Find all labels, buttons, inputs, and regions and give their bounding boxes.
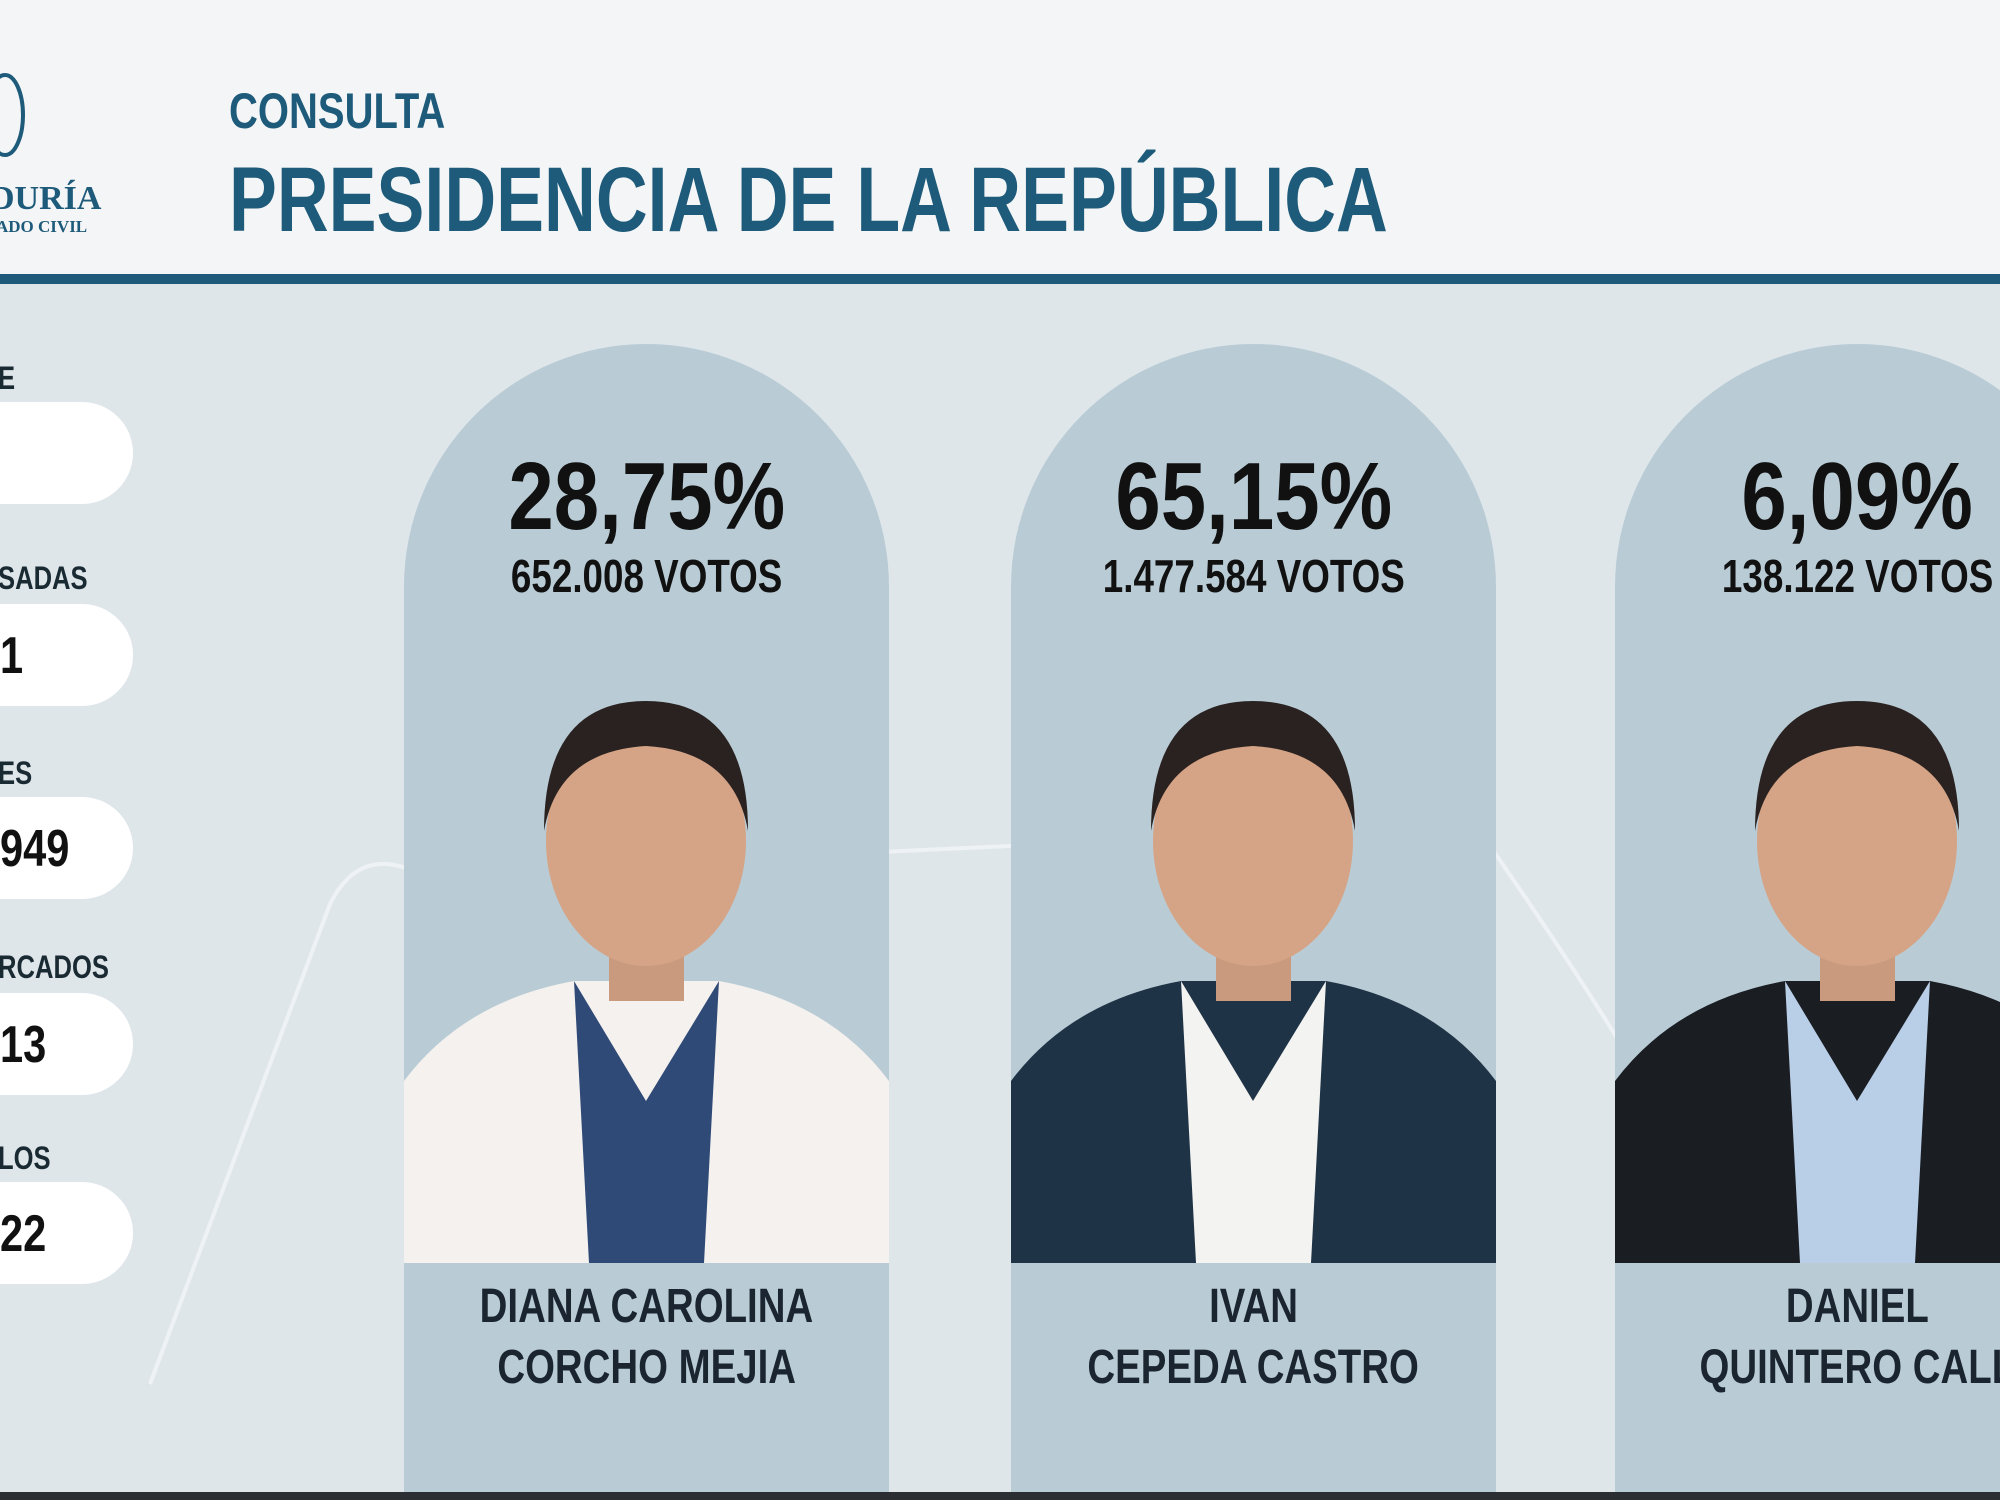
candidate-photo [1615, 701, 2000, 1263]
kicker-text: CONSULTA [229, 83, 446, 139]
candidate-photo [1011, 701, 1496, 1263]
stat-label-text: RCADOS [0, 949, 109, 985]
candidate-name: QUINTERO CALL [1615, 1340, 2000, 1395]
stat-label: ES [0, 755, 41, 792]
title: PRESIDENCIA DE LA REPÚBLICA [229, 148, 1715, 253]
stat-value-text: 22 [0, 1205, 47, 1263]
candidate-name-text: DIANA CAROLINA [479, 1280, 814, 1333]
logo-line: DURÍA [0, 180, 102, 217]
stat-value-text: 1 [0, 627, 24, 685]
percent-text: 6,09% [1741, 443, 1974, 550]
votes-text: 652.008 VOTOS [510, 550, 783, 602]
stat-value-text: 949 [0, 820, 70, 878]
votes: 1.477.584 VOTOS [1011, 549, 1496, 603]
candidate-name-text: CEPEDA CASTRO [1087, 1341, 1420, 1394]
stat-box: 949 [0, 797, 133, 899]
stat-box: 1 [0, 604, 133, 706]
votes-text: 1.477.584 VOTOS [1102, 550, 1405, 602]
candidate-card: 28,75% 652.008 VOTOS DIANA CAROLINA CORCHO… [404, 344, 889, 1492]
candidate-name-text: DANIEL [1786, 1280, 1929, 1333]
percent: 28,75% [404, 442, 889, 552]
stat-label-text: ES [0, 755, 33, 791]
header: DURÍA ADO CIVIL CONSULTA PRESIDENCIA DE … [0, 0, 2000, 284]
title-text: PRESIDENCIA DE LA REPÚBLICA [229, 149, 1388, 251]
percent-text: 28,75% [508, 443, 785, 550]
candidate-card: 65,15% 1.477.584 VOTOS IVAN CEPEDA CASTRO [1011, 344, 1496, 1492]
candidate-photo [404, 701, 889, 1263]
votes: 652.008 VOTOS [404, 549, 889, 603]
stat-label: E [0, 360, 19, 397]
percent: 65,15% [1011, 442, 1496, 552]
stat-box [0, 402, 133, 504]
logo-line: ADO CIVIL [0, 217, 88, 236]
footer-bar [0, 1492, 2000, 1500]
candidate-name: CORCHO MEJIA [404, 1340, 889, 1395]
stat-label-text: E [0, 360, 15, 397]
candidate-name-text: QUINTERO CALL [1699, 1341, 2000, 1394]
candidate-name-text: IVAN [1209, 1280, 1298, 1333]
candidate-card: 6,09% 138.122 VOTOS DANIEL QUINTERO CALL [1615, 344, 2000, 1492]
candidate-name: IVAN [1011, 1279, 1496, 1334]
candidate-name-text: CORCHO MEJIA [497, 1341, 796, 1394]
candidate-name: DANIEL [1615, 1279, 2000, 1334]
stat-value-text: 13 [0, 1016, 47, 1074]
stat-label-text: LOS [0, 1140, 51, 1176]
stat-label-text: SADAS [0, 560, 88, 596]
stat-value: 949 [0, 819, 87, 879]
stat-value: 13 [0, 1015, 58, 1075]
stat-label: SADAS [0, 560, 110, 597]
candidate-name: CEPEDA CASTRO [1011, 1340, 1496, 1395]
candidate-name: DIANA CAROLINA [404, 1279, 889, 1334]
stat-value: 1 [0, 626, 29, 686]
stat-box: 13 [0, 993, 133, 1095]
kicker: CONSULTA [229, 82, 499, 140]
percent: 6,09% [1615, 442, 2000, 552]
votes-text: 138.122 VOTOS [1721, 550, 1994, 602]
stat-box: 22 [0, 1182, 133, 1284]
percent-text: 65,15% [1115, 443, 1392, 550]
stat-label: RCADOS [0, 949, 137, 986]
stat-value: 22 [0, 1204, 58, 1264]
stat-label: LOS [0, 1140, 64, 1177]
logo-emblem [0, 73, 25, 157]
votes: 138.122 VOTOS [1615, 549, 2000, 603]
